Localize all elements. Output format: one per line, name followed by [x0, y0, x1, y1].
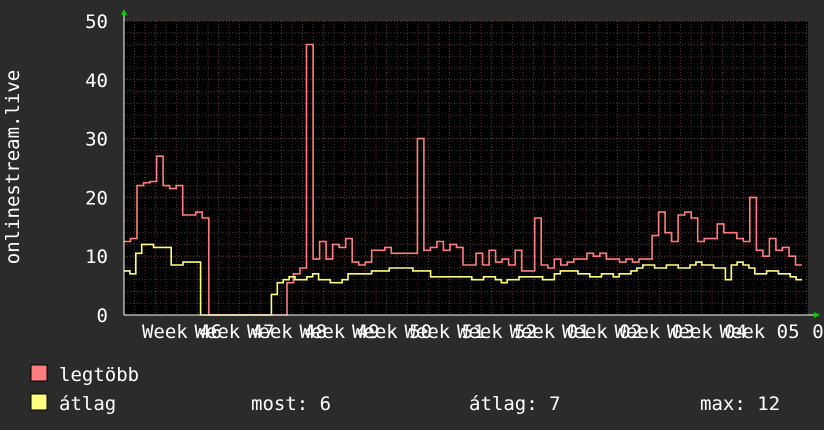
- legend-label-avg: átlag: [59, 393, 116, 415]
- grid: [123, 20, 808, 316]
- x-tick-label: Week 50: [352, 321, 432, 343]
- y-ticks: 0 10 20 30 40 50: [85, 11, 108, 327]
- y-tick-label: 10: [85, 246, 108, 268]
- x-tick-label: Week 02: [562, 321, 642, 343]
- y-tick-label: 30: [85, 129, 108, 151]
- x-tick-label: Week 46: [142, 321, 222, 343]
- stat-now: most: 6: [251, 393, 331, 415]
- x-tick-label: Week 05: [719, 321, 799, 343]
- legend-swatch-max: [30, 364, 48, 382]
- x-tick-label-end: 0: [812, 321, 823, 343]
- x-tick-label: Week 47: [194, 321, 274, 343]
- x-tick-label: Week 04: [667, 321, 747, 343]
- y-tick-label: 0: [97, 305, 108, 327]
- x-tick-label: Week 51: [404, 321, 484, 343]
- x-axis-arrow: [814, 312, 820, 318]
- axes: [121, 9, 820, 318]
- x-tick-label: Week 52: [457, 321, 537, 343]
- stat-avg: átlag: 7: [469, 393, 561, 415]
- stat-max: max: 12: [700, 393, 780, 415]
- y-tick-label: 40: [85, 70, 108, 92]
- y-axis-arrow: [121, 9, 127, 15]
- y-tick-label: 20: [85, 187, 108, 209]
- x-tick-label: Week 49: [299, 321, 379, 343]
- legend-swatch-avg: [30, 393, 48, 411]
- y-tick-label: 50: [85, 11, 108, 33]
- legend-label-max: legtöbb: [59, 364, 139, 386]
- x-tick-label: Week 48: [247, 321, 327, 343]
- y-axis-label: onlinestream.live: [2, 70, 24, 264]
- x-tick-label: Week 03: [614, 321, 694, 343]
- plot-area: [124, 21, 808, 315]
- x-tick-label: Week 01: [509, 321, 589, 343]
